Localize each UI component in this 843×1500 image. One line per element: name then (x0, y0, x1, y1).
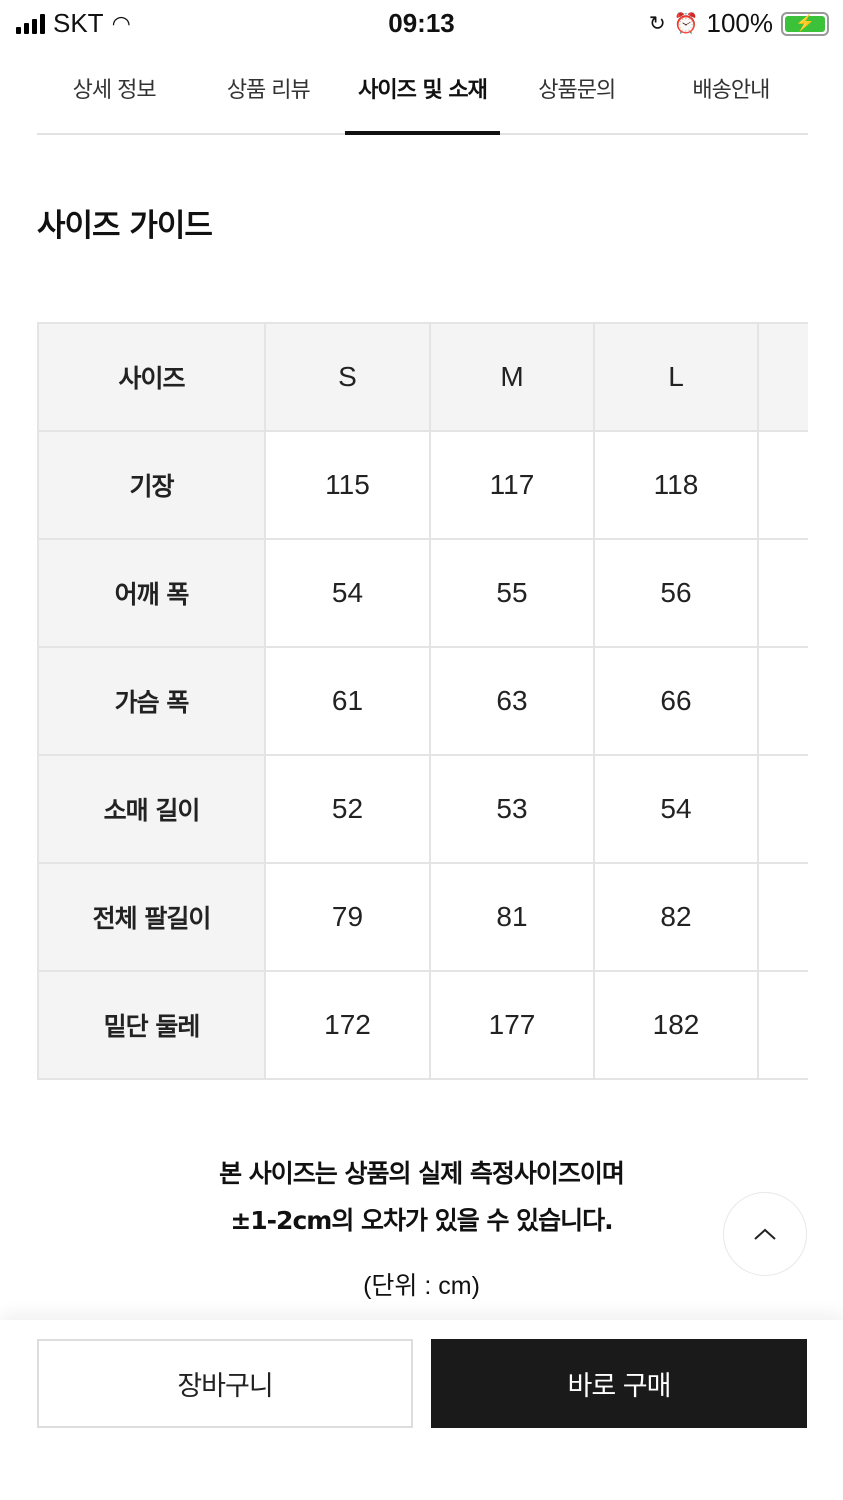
note-line: 본 사이즈는 상품의 실제 측정사이즈이며 (219, 1159, 625, 1188)
table-row: 소매 길이 52 53 54 (37, 754, 808, 864)
size-value-cell: 115 (264, 430, 431, 540)
size-value-cell (757, 538, 808, 648)
size-table: 사이즈 S M L 기장 115 117 118 어깨 폭 54 55 56 가슴 폭 61 63 6… (37, 322, 808, 1080)
table-header-row: 사이즈 S M L (37, 322, 808, 432)
page-title: 사이즈 가이드 (37, 208, 213, 244)
battery-percent: 100% (706, 8, 774, 38)
tab-shipping[interactable]: 배송안내 (692, 78, 770, 103)
tab-bar: 상세 정보 상품 리뷰 사이즈 및 소재 상품문의 배송안내 (37, 62, 808, 135)
size-value-cell (757, 970, 808, 1080)
size-value-cell: 52 (264, 754, 431, 864)
size-value-cell: 54 (264, 538, 431, 648)
size-value-cell: 53 (429, 754, 595, 864)
size-value-cell: 118 (593, 430, 759, 540)
table-row: 밑단 둘레 172 177 182 (37, 970, 808, 1080)
size-value-cell (757, 430, 808, 540)
size-value-cell: 63 (429, 646, 595, 756)
tab-size-material[interactable]: 사이즈 및 소재 (345, 62, 500, 135)
size-note: 본 사이즈는 상품의 실제 측정사이즈이며 ±1-2cm의 오차가 있을 수 있… (0, 1150, 843, 1244)
rotation-lock-icon: ↻ (648, 13, 666, 35)
size-value-cell: 79 (264, 862, 431, 972)
table-row: 기장 115 117 118 (37, 430, 808, 540)
size-value-cell (757, 754, 808, 864)
tab-detail[interactable]: 상세 정보 (72, 78, 157, 103)
size-value-cell (757, 646, 808, 756)
table-row: 가슴 폭 61 63 66 (37, 646, 808, 756)
table-row: 어깨 폭 54 55 56 (37, 538, 808, 648)
unit-label: (단위 : cm) (363, 1272, 480, 1300)
size-value-cell: 81 (429, 862, 595, 972)
header-cell (757, 322, 808, 432)
bottom-action-bar: 장바구니 바로 구매 (0, 1320, 843, 1500)
size-value-cell: 56 (593, 538, 759, 648)
row-label: 소매 길이 (37, 754, 266, 864)
tab-inquiry[interactable]: 상품문의 (538, 78, 616, 103)
row-label: 전체 팔길이 (37, 862, 266, 972)
row-label: 어깨 폭 (37, 538, 266, 648)
chevron-up-icon (754, 1228, 776, 1240)
size-value-cell: 82 (593, 862, 759, 972)
size-value-cell (757, 862, 808, 972)
header-cell: S (264, 322, 431, 432)
header-cell: L (593, 322, 759, 432)
size-value-cell: 61 (264, 646, 431, 756)
size-value-cell: 54 (593, 754, 759, 864)
tab-review[interactable]: 상품 리뷰 (226, 78, 311, 103)
carrier: SKT (53, 8, 104, 38)
time: 09:13 (388, 8, 455, 38)
header-cell: 사이즈 (37, 322, 266, 432)
status-bar: SKT ◠ 09:13 ↻ ⏰ 100% ⚡ (0, 0, 843, 48)
add-to-cart-button[interactable]: 장바구니 (37, 1339, 413, 1428)
row-label: 밑단 둘레 (37, 970, 266, 1080)
size-table-scroll[interactable]: 사이즈 S M L 기장 115 117 118 어깨 폭 54 55 56 가슴 폭 61 63 6… (37, 322, 808, 1080)
size-value-cell: 177 (429, 970, 595, 1080)
table-row: 전체 팔길이 79 81 82 (37, 862, 808, 972)
alarm-icon: ⏰ (673, 13, 699, 35)
signal-icon (16, 13, 45, 34)
row-label: 기장 (37, 430, 266, 540)
buy-now-button[interactable]: 바로 구매 (431, 1339, 807, 1428)
size-value-cell: 182 (593, 970, 759, 1080)
scroll-top-button[interactable] (723, 1192, 807, 1276)
size-value-cell: 117 (429, 430, 595, 540)
battery-icon: ⚡ (781, 11, 829, 36)
size-value-cell: 172 (264, 970, 431, 1080)
wifi-icon: ◠ (111, 10, 131, 36)
header-cell: M (429, 322, 595, 432)
size-value-cell: 66 (593, 646, 759, 756)
size-value-cell: 55 (429, 538, 595, 648)
note-line: ±1-2cm의 오차가 있을 수 있습니다. (230, 1206, 613, 1235)
row-label: 가슴 폭 (37, 646, 266, 756)
